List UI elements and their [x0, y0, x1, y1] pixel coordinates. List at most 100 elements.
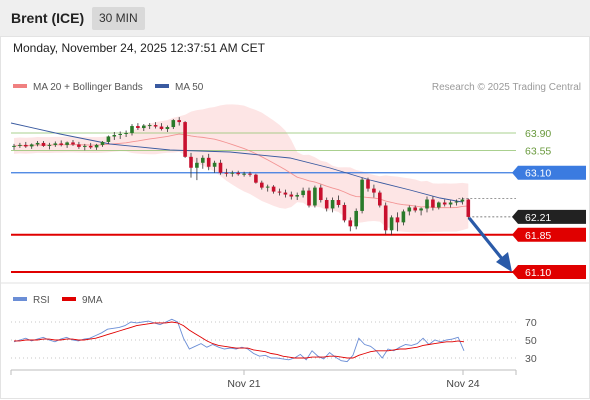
candle-body	[389, 217, 394, 231]
candle-body	[354, 210, 358, 227]
rsi-ma-line	[14, 321, 465, 359]
candle-body	[106, 136, 111, 142]
moving-averages	[10, 122, 469, 209]
candle-body	[224, 172, 229, 174]
resistance-label-1: 63.55	[525, 145, 551, 157]
candle-body	[183, 122, 187, 157]
candle-body	[395, 217, 400, 223]
candle-body	[12, 145, 16, 147]
support-label-tag-4	[512, 265, 586, 279]
candle-body	[130, 126, 134, 133]
candle-body	[413, 207, 417, 211]
ma50-line	[10, 122, 463, 203]
candle-body	[307, 190, 311, 206]
candle-body	[147, 125, 152, 127]
copyright-text: Research © 2025 Trading Central	[432, 82, 581, 93]
candle-body	[71, 142, 75, 145]
candle-body	[360, 179, 364, 211]
resistance-label-0: 63.90	[525, 128, 551, 140]
rsi-panel: 70 50 30	[11, 317, 537, 365]
timestamp: Monday, November 24, 2025 12:37:51 AM CE…	[13, 41, 265, 55]
interval-badge[interactable]: 30 MIN	[92, 7, 145, 30]
candle-body	[230, 172, 235, 174]
candle-body	[372, 188, 376, 193]
candle-body	[330, 200, 335, 209]
candle-body	[41, 142, 46, 146]
candle-body	[289, 194, 294, 197]
candle-body	[407, 207, 412, 212]
candle-body	[159, 126, 164, 130]
candle-body	[260, 182, 264, 188]
candle-body	[366, 179, 370, 189]
bollinger-band-area	[14, 104, 469, 233]
pivot-label-tag	[512, 165, 586, 180]
candle-body	[425, 199, 429, 209]
candle-body	[401, 211, 406, 223]
ma50-legend-label: MA 50	[175, 82, 204, 93]
candle-body	[83, 145, 87, 147]
rsi-legend-label: RSI	[33, 295, 50, 306]
candle-body	[142, 125, 146, 129]
pivot-label: 63.10	[525, 168, 551, 180]
x-axis: Nov 21 Nov 24	[10, 370, 517, 390]
candle-body	[454, 201, 459, 203]
candle-body	[295, 195, 299, 197]
candle-body	[171, 120, 176, 128]
rsi-tick-label-2: 30	[525, 353, 537, 365]
ma50-legend-swatch	[155, 84, 169, 88]
x-tick-label-0: Nov 21	[227, 378, 260, 390]
support-label-tag-3	[512, 227, 586, 242]
candle-body	[254, 174, 258, 183]
candle-body	[236, 172, 240, 175]
candle-body	[77, 144, 81, 147]
forecast-arrow-head	[496, 252, 512, 272]
candle-body	[165, 127, 170, 130]
candle-body	[460, 199, 465, 202]
price-axis-labels: 63.90 63.55 63.10 61.85 61.10 62.21	[512, 128, 586, 279]
last-price-label: 62.21	[525, 212, 551, 224]
rsi-tick-label-1: 50	[525, 335, 537, 347]
candle-body	[29, 144, 34, 147]
rsi-tick-label-0: 70	[525, 317, 537, 329]
candle-body	[206, 157, 211, 167]
candle-body	[419, 208, 423, 211]
rsi-ma-legend-label: 9MA	[82, 295, 103, 306]
candle-body	[348, 220, 353, 227]
candle-body	[431, 199, 435, 208]
candle-body	[65, 142, 69, 145]
bollinger-legend-swatch	[13, 84, 27, 88]
candle-body	[112, 134, 117, 137]
rsi-legend-swatch	[13, 297, 27, 301]
title-bar: Brent (ICE) 30 MIN	[0, 0, 590, 37]
candle-body	[189, 156, 193, 168]
candle-body	[448, 202, 453, 205]
candle-body	[212, 162, 217, 167]
candle-body	[136, 126, 140, 129]
candlesticks	[12, 117, 471, 236]
candle-body	[24, 144, 28, 147]
candle-body	[100, 141, 105, 145]
candle-body	[271, 186, 276, 192]
candle-body	[118, 133, 122, 135]
candle-body	[124, 133, 128, 134]
candle-body	[201, 157, 205, 163]
candle-body	[59, 143, 63, 145]
candle-body	[437, 202, 441, 208]
candle-body	[301, 190, 305, 196]
price-levels	[11, 132, 516, 273]
candle-body	[319, 187, 323, 201]
candle-body	[53, 143, 58, 145]
support-label-3: 61.85	[525, 230, 551, 242]
instrument-title: Brent (ICE)	[11, 10, 85, 26]
forecast-arrow-icon	[468, 217, 512, 272]
last-price-tag	[512, 209, 586, 224]
candle-body	[177, 120, 181, 123]
candle-body	[336, 200, 341, 205]
candle-body	[277, 191, 282, 193]
candle-body	[94, 144, 99, 148]
candle-body	[195, 162, 199, 168]
x-tick-label-1: Nov 24	[446, 378, 479, 390]
ma20-line	[13, 133, 469, 209]
candle-body	[153, 125, 158, 127]
